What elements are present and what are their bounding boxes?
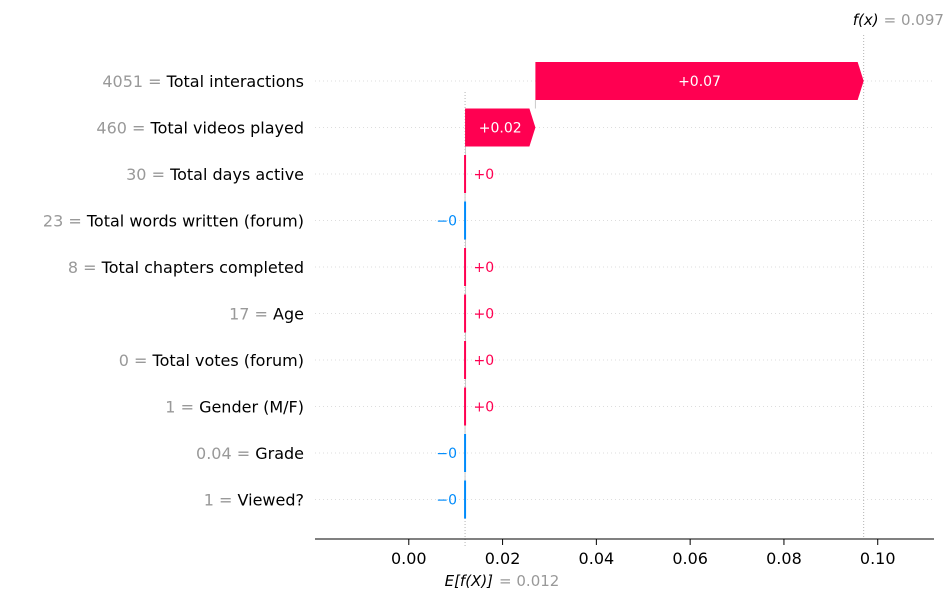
ex-annotation: E[f(X)] = 0.012	[445, 572, 560, 590]
feature-label: 460 = Total videos played	[96, 119, 304, 138]
ex-value: = 0.012	[499, 572, 559, 590]
x-tick-label: 0.02	[485, 549, 521, 568]
fx-label: f(x)	[853, 11, 879, 29]
contribution-label: +0	[474, 353, 495, 369]
contribution-label: +0	[474, 400, 495, 416]
x-tick-label: 0.00	[391, 549, 427, 568]
contribution-label: +0.02	[479, 121, 522, 137]
feature-name: Age	[273, 305, 304, 324]
contribution-bar	[535, 62, 864, 100]
feature-value: 23 =	[43, 212, 87, 231]
feature-value: 1 =	[204, 491, 238, 510]
feature-label: 0 = Total votes (forum)	[119, 351, 304, 370]
feature-name: Grade	[255, 444, 304, 463]
feature-value: 0 =	[119, 351, 153, 370]
feature-value: 0.04 =	[196, 444, 255, 463]
bar-layer	[464, 62, 864, 519]
contribution-label: +0.07	[678, 74, 721, 90]
contribution-bar	[465, 108, 536, 147]
feature-value: 30 =	[126, 165, 170, 184]
feature-label: 1 = Gender (M/F)	[165, 398, 304, 417]
contribution-label: +0	[474, 307, 495, 323]
grid-layer	[315, 80, 934, 500]
feature-name: Total interactions	[166, 72, 304, 91]
x-tick-label: 0.10	[860, 549, 896, 568]
feature-name: Total videos played	[150, 119, 304, 138]
ex-label: E[f(X)]	[445, 572, 494, 590]
feature-name: Viewed?	[238, 491, 304, 510]
fx-annotation: f(x) = 0.097	[853, 11, 944, 29]
x-axis: 0.00 0.02 0.04 0.06 0.08 0.10	[315, 538, 934, 568]
label-layer: +0.07 4051 = Total interactions +0.02 460 =…	[43, 72, 721, 510]
feature-value: 1 =	[165, 398, 199, 417]
feature-name: Gender (M/F)	[199, 398, 304, 417]
feature-label: 30 = Total days active	[126, 165, 304, 184]
contribution-label: −0	[436, 493, 457, 509]
feature-name: Total days active	[169, 165, 304, 184]
feature-value: 4051 =	[102, 72, 166, 91]
feature-name: Total words written (forum)	[86, 212, 304, 231]
feature-label: 23 = Total words written (forum)	[43, 212, 304, 231]
x-tick-label: 0.08	[766, 549, 802, 568]
feature-label: 8 = Total chapters completed	[68, 258, 304, 277]
feature-value: 17 =	[229, 305, 273, 324]
fx-value: = 0.097	[884, 11, 944, 29]
contribution-label: +0	[474, 167, 495, 183]
x-tick-label: 0.04	[579, 549, 615, 568]
contribution-label: −0	[436, 446, 457, 462]
contribution-label: −0	[436, 214, 457, 230]
feature-label: 4051 = Total interactions	[102, 72, 304, 91]
contribution-label: +0	[474, 260, 495, 276]
feature-label: 17 = Age	[229, 305, 304, 324]
feature-name: Total votes (forum)	[152, 351, 304, 370]
feature-label: 0.04 = Grade	[196, 444, 304, 463]
x-tick-label: 0.06	[672, 549, 708, 568]
feature-name: Total chapters completed	[101, 258, 304, 277]
feature-label: 1 = Viewed?	[204, 491, 304, 510]
feature-value: 460 =	[96, 119, 150, 138]
feature-value: 8 =	[68, 258, 102, 277]
